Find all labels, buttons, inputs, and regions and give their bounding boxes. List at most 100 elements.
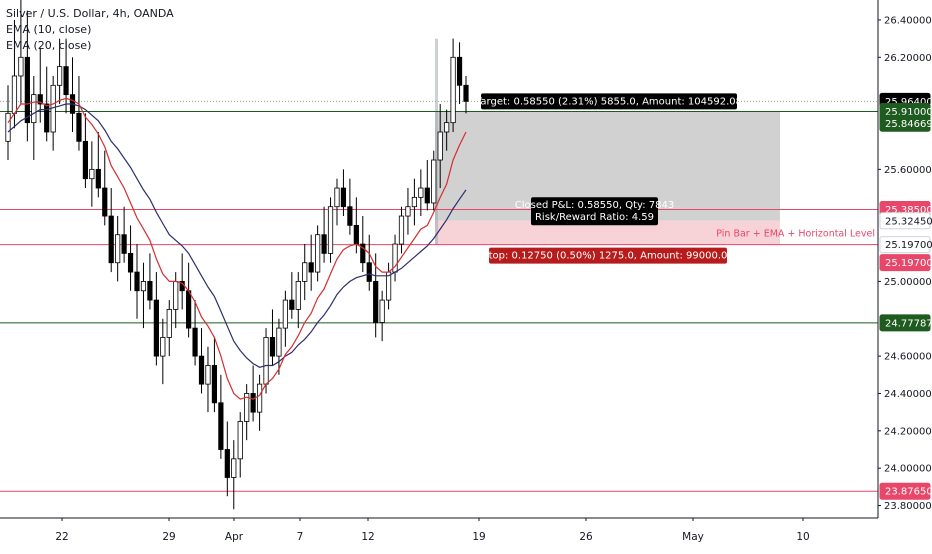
price-label-text-4: 25.32450: [885, 216, 932, 227]
candle-body-66: [431, 159, 437, 204]
candle-body-15: [102, 187, 108, 217]
candle-body-48: [315, 234, 321, 273]
candle-body-71: [463, 84, 469, 102]
candle-body-53: [347, 206, 353, 226]
candle-body-9: [63, 66, 69, 96]
candle-body-46: [302, 262, 308, 282]
stop-label-bg: [489, 247, 727, 264]
ema-slow-line: [7, 103, 467, 368]
closed-pnl-label-text-0: Closed P&L: 0.58550, Qty: 7843: [515, 200, 674, 211]
price-label-text-1: 25.91000: [885, 107, 932, 118]
target-label-bg: [481, 93, 737, 110]
closed-pnl-label-bg: [531, 197, 658, 226]
candle-body-44: [289, 299, 295, 310]
candle-body-5: [37, 94, 43, 105]
chart-legend: Silver / U.S. Dollar, 4h, OANDA EMA (10,…: [6, 6, 174, 54]
candle-body-36: [237, 421, 243, 460]
symbol-title[interactable]: Silver / U.S. Dollar, 4h, OANDA: [6, 7, 174, 20]
price-tick-2: 25.60000: [884, 165, 932, 176]
candle-body-31: [205, 365, 211, 385]
ema-fast-line: [7, 97, 467, 400]
time-tick-7: May: [682, 531, 704, 543]
candle-body-34: [224, 449, 230, 478]
candle-body-51: [334, 187, 340, 208]
candle-body-64: [418, 187, 424, 198]
candle-body-42: [276, 327, 282, 357]
candle-body-65: [424, 187, 430, 204]
candle-body-39: [256, 383, 263, 413]
ema-fast-label[interactable]: EMA (10, close): [6, 23, 92, 36]
price-tick-6: 24.20000: [884, 426, 932, 437]
candle-body-70: [456, 56, 463, 86]
plot-area: [0, 0, 878, 518]
price-label-4: [879, 212, 931, 230]
time-tick-1: 29: [162, 531, 175, 543]
price-label-8: [879, 482, 931, 500]
candle-body-20: [134, 271, 140, 292]
target-label-text-0: Target: 0.58550 (2.31%) 5855.0, Amount: …: [475, 96, 742, 107]
candle-body-32: [211, 365, 218, 404]
candle-body-13: [89, 168, 95, 180]
candle-body-1: [11, 75, 18, 114]
annotation-text: Pin Bar + EMA + Horizontal Level: [716, 229, 875, 240]
candle-body-33: [218, 402, 224, 450]
price-tick-1: 26.20000: [884, 53, 932, 64]
candle-body-3: [24, 56, 30, 124]
candle-body-61: [398, 215, 405, 245]
candle-body-11: [76, 112, 82, 142]
candle-body-12: [82, 140, 89, 180]
candle-body-19: [127, 252, 134, 273]
ema-slow-label[interactable]: EMA (20, close): [6, 39, 92, 52]
price-label-text-7: 24.77787: [885, 318, 932, 329]
price-label-text-5: 25.19700: [885, 240, 932, 251]
price-tick-7: 24.00000: [884, 464, 932, 475]
price-axis: [878, 0, 932, 550]
candle-body-2: [18, 56, 24, 77]
candle-body-43: [282, 299, 288, 329]
candle-body-49: [321, 234, 327, 254]
time-tick-4: 12: [361, 531, 374, 543]
price-label-text-0: 25.96400: [885, 97, 932, 108]
candle-body-54: [353, 224, 359, 245]
price-tick-4: 24.60000: [884, 352, 932, 363]
time-tick-3: 7: [297, 531, 304, 543]
price-tick-3: 25.00000: [884, 277, 932, 288]
price-label-7: [879, 314, 931, 332]
price-label-text-6: 25.19700: [885, 258, 932, 269]
price-label-text-3: 25.38500: [885, 205, 932, 216]
price-label-text-2: 25.84669: [885, 119, 932, 130]
candle-body-35: [231, 458, 237, 478]
time-tick-6: 26: [579, 531, 593, 543]
candle-body-63: [411, 196, 417, 208]
candle-body-58: [379, 299, 385, 323]
candle-body-55: [360, 243, 366, 264]
stop-label-text-0: Stop: 0.12750 (0.50%) 1275.0, Amount: 99…: [482, 251, 733, 262]
candle-body-21: [140, 281, 147, 292]
candle-body-69: [450, 56, 456, 124]
price-label-5: [879, 236, 931, 254]
candle-body-38: [250, 393, 256, 413]
candle-body-50: [327, 206, 334, 254]
candle-body-68: [444, 122, 450, 133]
candle-body-40: [263, 337, 269, 385]
loss-zone: [435, 220, 780, 245]
time-tick-0: 22: [55, 531, 68, 543]
price-label-text-8: 23.87650: [885, 487, 932, 498]
price-tick-0: 26.40000: [884, 15, 932, 26]
closed-pnl-label-text-1: Risk/Reward Ratio: 4.59: [535, 212, 654, 223]
time-tick-5: 19: [472, 531, 485, 543]
candle-body-14: [95, 168, 101, 189]
candle-body-16: [108, 215, 114, 264]
candle-body-26: [173, 281, 179, 310]
candle-body-37: [244, 393, 250, 422]
candle-body-28: [186, 290, 192, 329]
candle-body-41: [269, 337, 276, 357]
candle-body-8: [57, 66, 63, 86]
candle-body-62: [405, 206, 411, 217]
candle-body-24: [160, 337, 166, 357]
price-label-6: [879, 254, 931, 272]
candle-body-25: [166, 309, 172, 338]
position-handle: [435, 38, 438, 245]
